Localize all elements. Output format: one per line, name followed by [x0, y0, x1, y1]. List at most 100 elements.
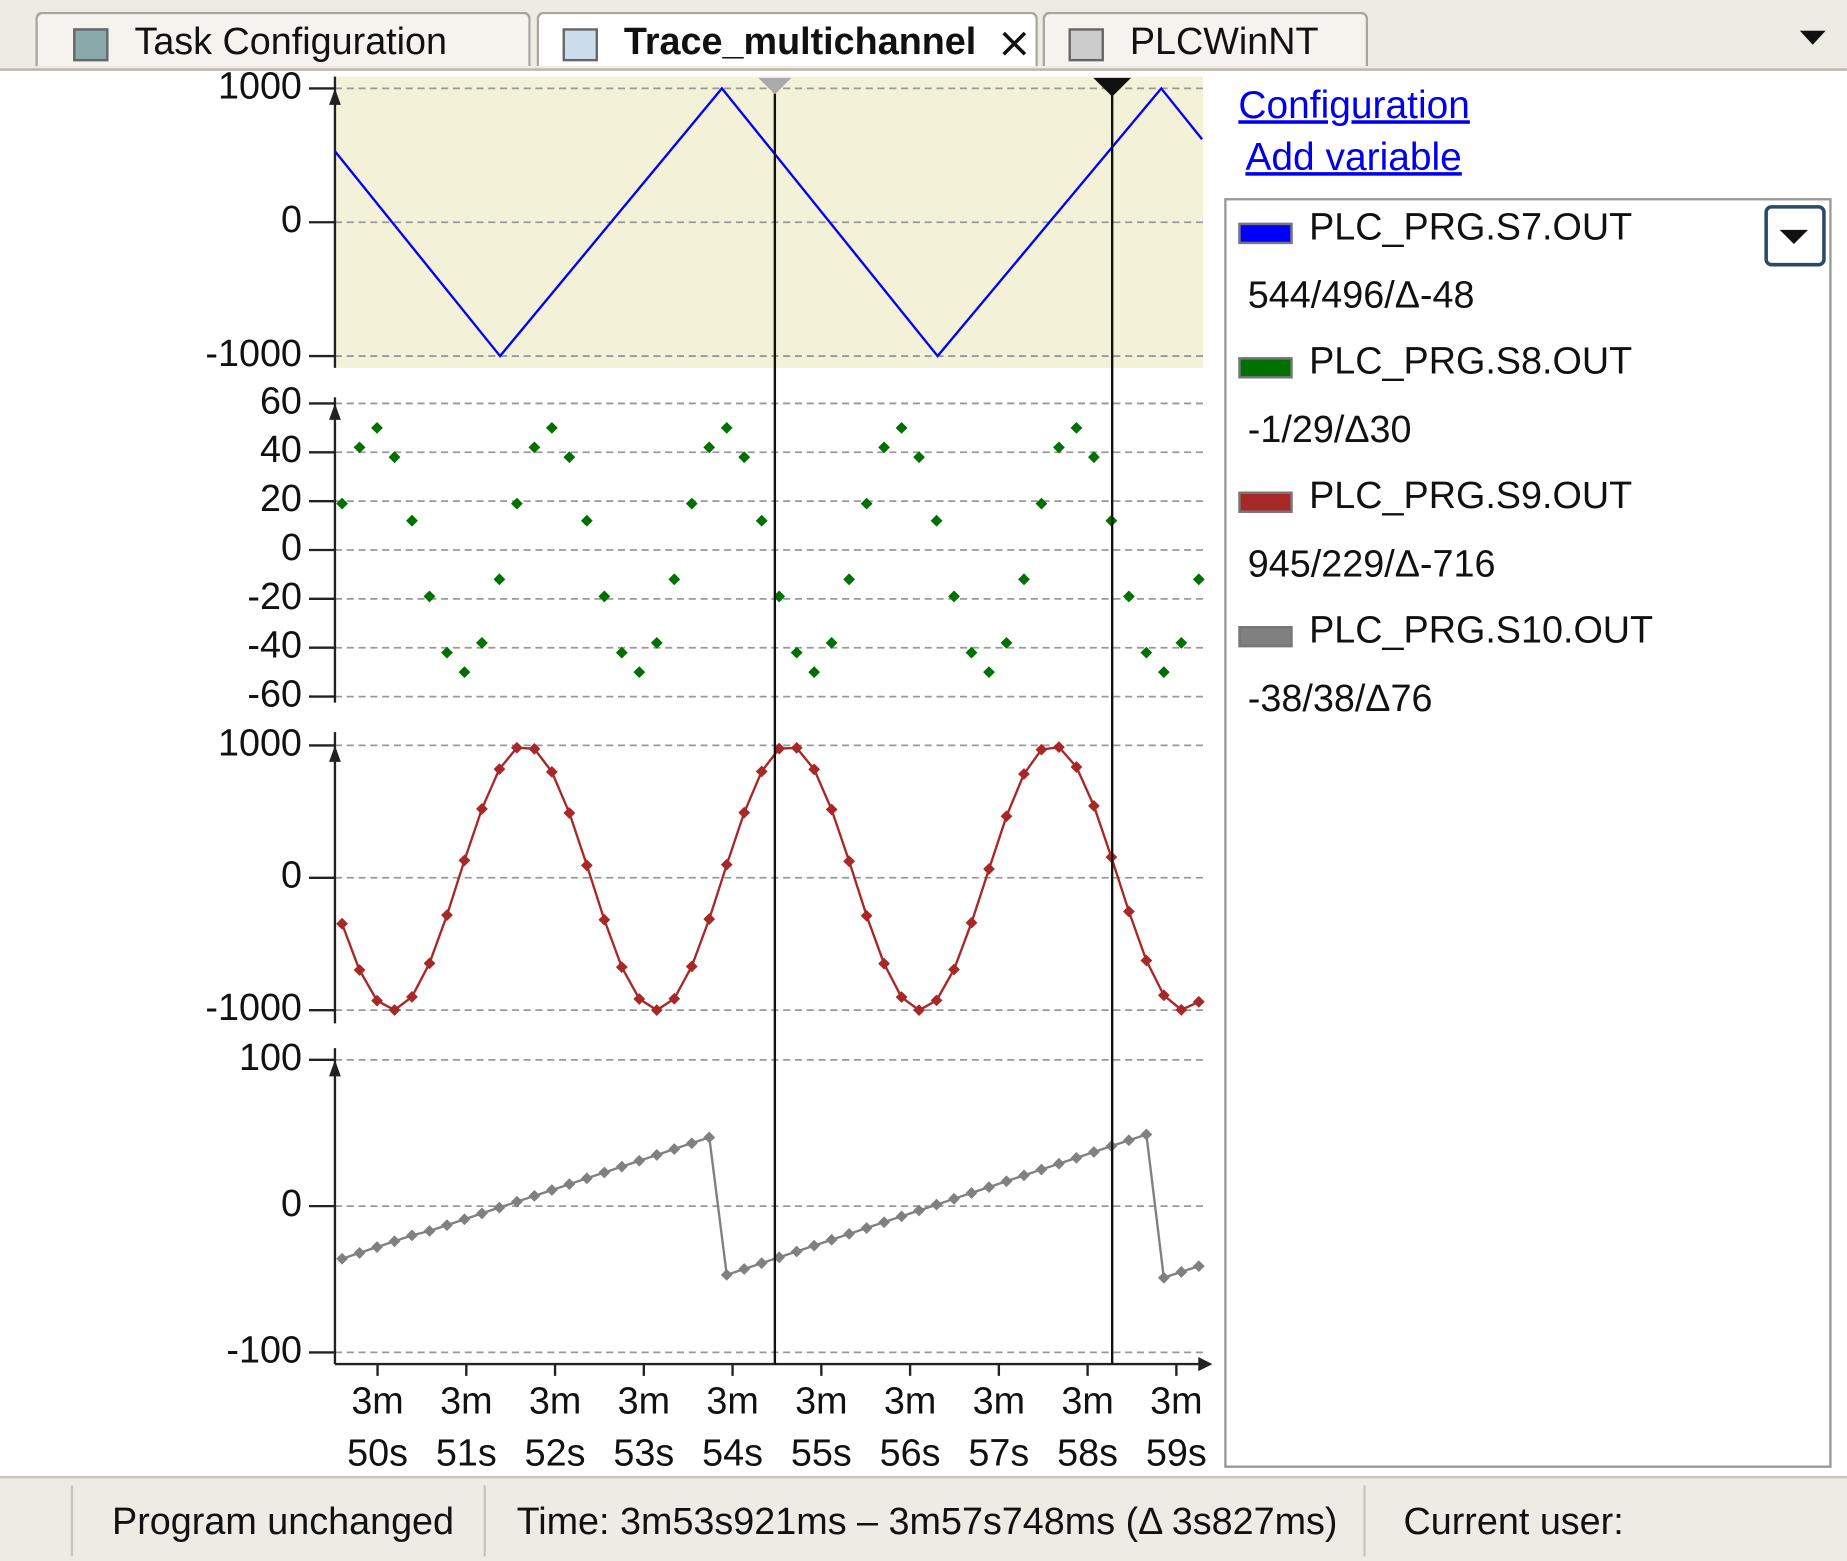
- y-tick-label: 60: [260, 379, 302, 421]
- data-point: [598, 590, 611, 603]
- data-point: [843, 1228, 856, 1240]
- data-point: [336, 917, 348, 930]
- data-point: [983, 863, 995, 875]
- data-point: [1018, 768, 1030, 780]
- data-point: [895, 1210, 908, 1223]
- data-point: [913, 451, 925, 464]
- data-point: [948, 1192, 960, 1205]
- data-point: [808, 763, 821, 776]
- data-point: [406, 1229, 418, 1242]
- data-point: [493, 1201, 506, 1214]
- data-point: [720, 1268, 733, 1281]
- tab-label[interactable]: Trace_multichannel: [623, 20, 977, 63]
- tab[interactable]: Task Configuration: [35, 11, 531, 67]
- data-point: [913, 1204, 925, 1217]
- legend-readout: -38/38/Δ76: [1247, 676, 1433, 720]
- data-point: [1140, 1128, 1153, 1141]
- data-point: [1192, 1260, 1205, 1272]
- configuration-link[interactable]: Configuration: [1238, 82, 1470, 127]
- data-point: [563, 1178, 576, 1191]
- data-point: [738, 806, 751, 819]
- legend-dropdown[interactable]: [1764, 205, 1826, 267]
- data-point: [1192, 995, 1205, 1008]
- data-point: [825, 1233, 838, 1246]
- data-point: [913, 1004, 925, 1017]
- data-point: [878, 1216, 890, 1229]
- data-point: [1018, 1169, 1030, 1182]
- data-point: [930, 514, 943, 527]
- data-point: [685, 497, 698, 510]
- y-tick-label: -1000: [205, 332, 302, 374]
- y-tick-label: -100: [226, 1328, 302, 1370]
- legend-readout: 945/229/Δ-716: [1247, 542, 1496, 585]
- tab-label[interactable]: Task Configuration: [134, 20, 448, 63]
- data-point: [336, 1252, 348, 1265]
- data-point: [580, 514, 593, 527]
- data-point: [720, 858, 733, 871]
- data-point: [353, 964, 366, 976]
- data-point: [860, 909, 873, 922]
- data-point: [773, 590, 786, 603]
- dropdown-arrow: [1779, 229, 1809, 245]
- data-point: [983, 1181, 995, 1193]
- x-tick-label: 3m 59s: [1145, 1379, 1207, 1474]
- data-point: [650, 1004, 663, 1017]
- tab-menu[interactable]: [1799, 30, 1828, 48]
- data-point: [563, 807, 576, 819]
- data-point: [353, 441, 366, 454]
- data-point: [1053, 441, 1065, 454]
- data-point: [790, 1245, 803, 1258]
- close-button[interactable]: [1001, 31, 1027, 57]
- data-point: [493, 763, 506, 775]
- y-tick-label: 100: [239, 1036, 302, 1078]
- x-tick-label: 3m 57s: [968, 1379, 1030, 1474]
- x-tick-label: 3m 53s: [613, 1379, 675, 1474]
- data-point: [755, 514, 768, 527]
- x-tick-label: 3m 52s: [524, 1379, 586, 1474]
- data-point: [1175, 1266, 1188, 1278]
- data-point: [1175, 636, 1188, 649]
- data-point: [825, 636, 838, 649]
- data-point: [615, 961, 628, 974]
- data-point: [1088, 451, 1100, 464]
- y-tick-label: 1000: [218, 64, 302, 106]
- data-point: [580, 1172, 593, 1185]
- data-point: [878, 441, 890, 454]
- data-point: [1070, 1151, 1083, 1164]
- data-point: [1157, 666, 1170, 679]
- data-point: [965, 916, 978, 929]
- x-tick-label: 3m 55s: [790, 1379, 852, 1474]
- data-point: [1000, 1175, 1013, 1188]
- x-tick-label: 3m 56s: [879, 1379, 941, 1474]
- tab[interactable]: Trace_multichannel: [536, 11, 1038, 67]
- data-point: [1122, 590, 1135, 603]
- data-point: [948, 590, 960, 603]
- tab-icon: [1068, 27, 1104, 61]
- tab[interactable]: PLCWinNT: [1042, 11, 1369, 67]
- data-point: [1088, 1146, 1100, 1158]
- data-point: [371, 421, 383, 434]
- legend-readout: 544/496/Δ-48: [1247, 273, 1475, 316]
- x-tick-label: 3m 54s: [702, 1379, 763, 1474]
- y-tick-label: 0: [281, 854, 302, 896]
- tab-label[interactable]: PLCWinNT: [1129, 20, 1319, 63]
- y-tick-label: 0: [281, 526, 302, 568]
- data-point: [773, 1251, 786, 1264]
- x-tick-label: 3m 51s: [435, 1379, 497, 1474]
- data-point: [790, 646, 803, 659]
- data-point: [720, 421, 733, 434]
- y-axis-arrow: [329, 1059, 341, 1077]
- legend-name: PLC_PRG.S10.OUT: [1309, 608, 1654, 651]
- legend-swatch: [1238, 357, 1293, 379]
- data-point: [1105, 1140, 1118, 1153]
- y-tick-label: 20: [260, 477, 302, 519]
- data-point: [843, 855, 856, 868]
- data-point: [965, 1187, 978, 1199]
- add-variable-link[interactable]: Add variable: [1245, 134, 1462, 179]
- y-tick-label: 40: [260, 428, 302, 470]
- y-axis-arrow: [329, 745, 341, 762]
- legend-swatch: [1238, 491, 1293, 513]
- data-point: [371, 994, 383, 1007]
- y-axis-arrow: [329, 88, 341, 105]
- data-point: [1088, 799, 1100, 812]
